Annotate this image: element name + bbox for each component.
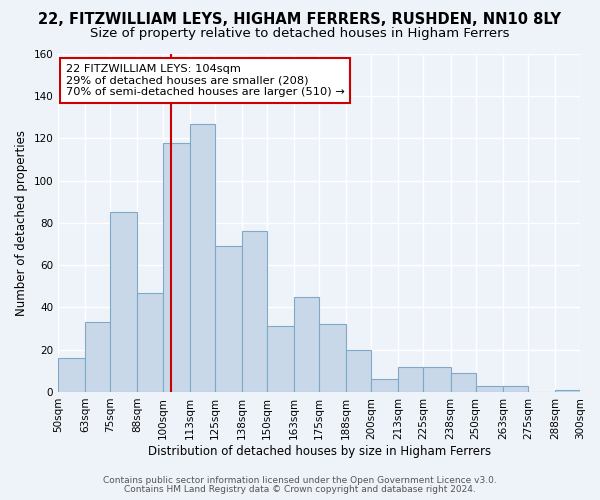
Bar: [267, 326, 294, 392]
Text: 22, FITZWILLIAM LEYS, HIGHAM FERRERS, RUSHDEN, NN10 8LY: 22, FITZWILLIAM LEYS, HIGHAM FERRERS, RU…: [38, 12, 562, 28]
Bar: [110, 212, 137, 392]
Bar: [163, 142, 190, 392]
Bar: [503, 386, 528, 392]
Bar: [580, 388, 600, 392]
Text: 22 FITZWILLIAM LEYS: 104sqm
29% of detached houses are smaller (208)
70% of semi: 22 FITZWILLIAM LEYS: 104sqm 29% of detac…: [66, 64, 345, 98]
Bar: [58, 358, 85, 392]
Bar: [294, 297, 319, 392]
Bar: [371, 380, 398, 392]
Bar: [424, 366, 451, 392]
Bar: [319, 324, 346, 392]
Bar: [85, 322, 110, 392]
Bar: [242, 232, 267, 392]
Bar: [190, 124, 215, 392]
Bar: [346, 350, 371, 392]
Bar: [476, 386, 503, 392]
Bar: [398, 366, 424, 392]
X-axis label: Distribution of detached houses by size in Higham Ferrers: Distribution of detached houses by size …: [148, 444, 491, 458]
Text: Contains HM Land Registry data © Crown copyright and database right 2024.: Contains HM Land Registry data © Crown c…: [124, 485, 476, 494]
Text: Size of property relative to detached houses in Higham Ferrers: Size of property relative to detached ho…: [90, 28, 510, 40]
Bar: [215, 246, 242, 392]
Bar: [137, 292, 163, 392]
Text: Contains public sector information licensed under the Open Government Licence v3: Contains public sector information licen…: [103, 476, 497, 485]
Bar: [555, 390, 580, 392]
Bar: [451, 373, 476, 392]
Y-axis label: Number of detached properties: Number of detached properties: [15, 130, 28, 316]
